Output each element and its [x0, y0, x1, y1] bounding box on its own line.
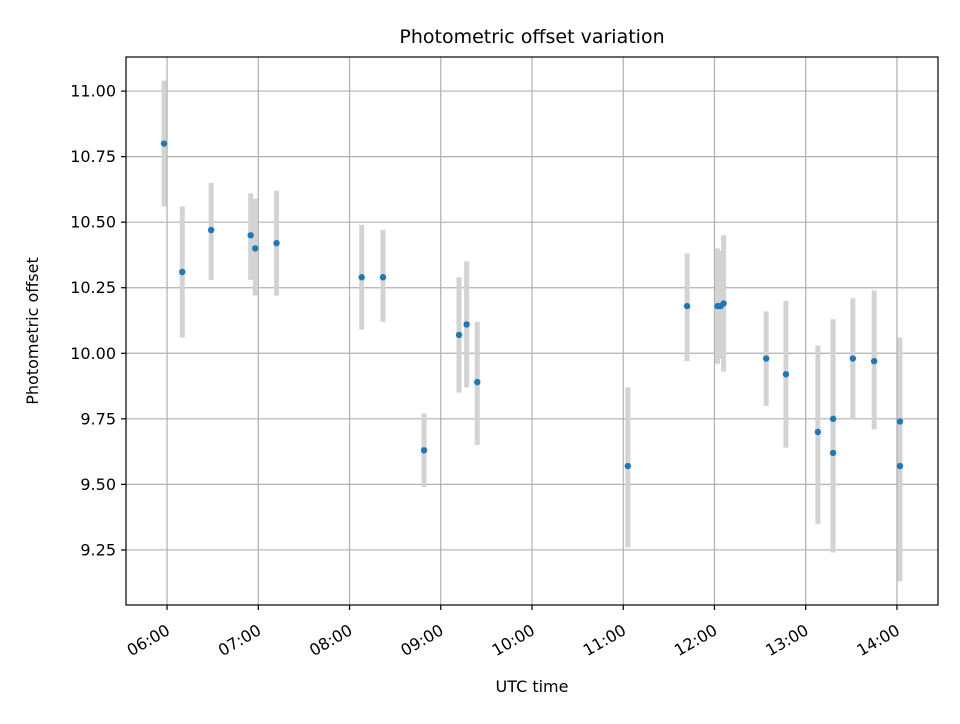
data-point — [814, 428, 822, 436]
y-tick-label: 11.00 — [70, 82, 116, 101]
data-point — [420, 447, 428, 454]
data-point — [207, 226, 215, 234]
data-point — [829, 449, 837, 457]
x-axis-label: UTC time — [496, 677, 569, 696]
y-tick-label: 10.25 — [70, 278, 116, 297]
data-point — [782, 371, 790, 378]
data-point — [252, 245, 259, 252]
y-tick-label: 9.25 — [80, 540, 116, 559]
y-tick-label: 10.00 — [70, 344, 116, 363]
y-tick-label: 10.50 — [70, 213, 116, 232]
data-point — [179, 268, 186, 276]
data-points — [160, 140, 904, 470]
data-point — [273, 239, 280, 247]
data-point — [870, 357, 878, 365]
data-point — [762, 355, 770, 362]
data-point — [683, 302, 691, 310]
y-axis-ticks: 9.25 9.50 9.75 10.00 10.25 10.50 10.75 11.00 — [70, 82, 126, 559]
y-axis-label: Photometric offset — [23, 257, 42, 405]
data-point — [358, 274, 365, 281]
y-tick-label: 10.75 — [70, 147, 116, 166]
data-point — [849, 355, 857, 362]
grid-lines — [126, 57, 938, 605]
data-point — [896, 418, 904, 425]
data-point — [896, 462, 904, 470]
data-point — [624, 462, 631, 470]
data-point — [829, 415, 837, 423]
data-point — [160, 140, 168, 147]
data-point — [720, 300, 727, 307]
chart-title: Photometric offset variation — [399, 26, 664, 48]
data-point — [247, 232, 254, 239]
data-point — [463, 321, 470, 328]
data-point — [379, 274, 387, 281]
y-tick-label: 9.75 — [80, 409, 116, 428]
data-point — [455, 331, 463, 339]
data-point — [474, 378, 481, 386]
y-tick-label: 9.50 — [80, 475, 116, 494]
